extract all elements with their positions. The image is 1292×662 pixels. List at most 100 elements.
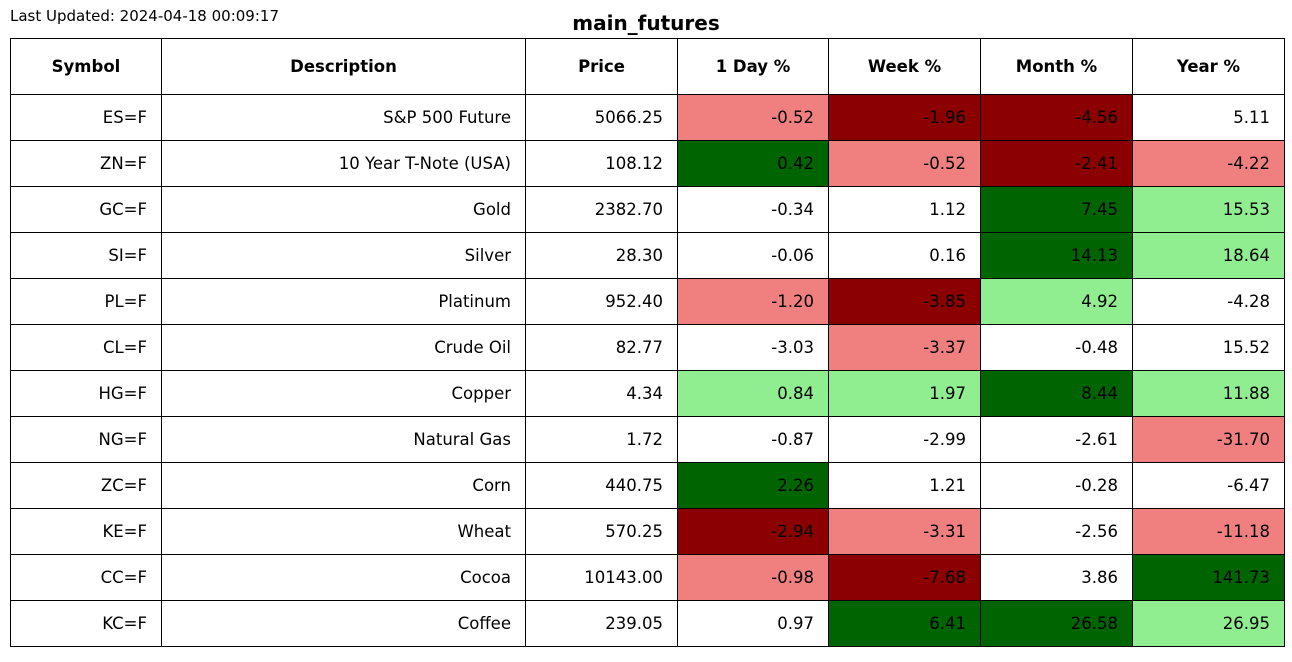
symbol-cell: CC=F: [10, 554, 162, 601]
table-body: ES=F S&P 500 Future 5066.25 -0.52 -1.96 -4.56…: [10, 94, 1285, 647]
year-pct-cell: 11.88: [1132, 370, 1285, 417]
year-pct-cell: 15.52: [1132, 324, 1285, 371]
symbol-cell: SI=F: [10, 232, 162, 279]
price-cell: 82.77: [525, 324, 678, 371]
year-pct-cell: 18.64: [1132, 232, 1285, 279]
price-cell: 10143.00: [525, 554, 678, 601]
column-header-symbol: Symbol: [10, 38, 162, 95]
description-cell: Cocoa: [161, 554, 526, 601]
1-day-pct-cell: 2.26: [677, 462, 829, 509]
year-pct-cell: -4.28: [1132, 278, 1285, 325]
month-pct-cell: 3.86: [980, 554, 1133, 601]
column-header-1-day-pct: 1 Day %: [677, 38, 829, 95]
column-header-month-pct: Month %: [980, 38, 1133, 95]
description-cell: Crude Oil: [161, 324, 526, 371]
1-day-pct-cell: -0.87: [677, 416, 829, 463]
price-cell: 5066.25: [525, 94, 678, 141]
year-pct-cell: -11.18: [1132, 508, 1285, 555]
description-cell: Natural Gas: [161, 416, 526, 463]
description-cell: Corn: [161, 462, 526, 509]
table-row: GC=F Gold 2382.70 -0.34 1.12 7.45 15.53: [10, 186, 1285, 233]
description-cell: 10 Year T-Note (USA): [161, 140, 526, 187]
table-row: ES=F S&P 500 Future 5066.25 -0.52 -1.96 -4.56…: [10, 94, 1285, 141]
year-pct-cell: 15.53: [1132, 186, 1285, 233]
description-cell: Copper: [161, 370, 526, 417]
1-day-pct-cell: -3.03: [677, 324, 829, 371]
1-day-pct-cell: -0.34: [677, 186, 829, 233]
symbol-cell: ZN=F: [10, 140, 162, 187]
table-row: KE=F Wheat 570.25 -2.94 -3.31 -2.56 -11.18: [10, 508, 1285, 555]
symbol-cell: GC=F: [10, 186, 162, 233]
week-pct-cell: -3.37: [828, 324, 981, 371]
last-updated-label: Last Updated: 2024-04-18 00:09:17: [10, 7, 279, 25]
symbol-cell: ES=F: [10, 94, 162, 141]
description-cell: Coffee: [161, 600, 526, 647]
price-cell: 239.05: [525, 600, 678, 647]
week-pct-cell: -3.85: [828, 278, 981, 325]
description-cell: Silver: [161, 232, 526, 279]
month-pct-cell: -2.56: [980, 508, 1133, 555]
1-day-pct-cell: -0.06: [677, 232, 829, 279]
year-pct-cell: 26.95: [1132, 600, 1285, 647]
table-row: NG=F Natural Gas 1.72 -0.87 -2.99 -2.61 -31.70: [10, 416, 1285, 463]
price-cell: 570.25: [525, 508, 678, 555]
week-pct-cell: -2.99: [828, 416, 981, 463]
1-day-pct-cell: 0.97: [677, 600, 829, 647]
month-pct-cell: -0.48: [980, 324, 1133, 371]
description-cell: Platinum: [161, 278, 526, 325]
week-pct-cell: 1.97: [828, 370, 981, 417]
price-cell: 952.40: [525, 278, 678, 325]
week-pct-cell: -0.52: [828, 140, 981, 187]
price-cell: 440.75: [525, 462, 678, 509]
1-day-pct-cell: 0.42: [677, 140, 829, 187]
week-pct-cell: -1.96: [828, 94, 981, 141]
description-cell: S&P 500 Future: [161, 94, 526, 141]
week-pct-cell: 6.41: [828, 600, 981, 647]
week-pct-cell: -3.31: [828, 508, 981, 555]
page-title: main_futures: [572, 11, 720, 35]
symbol-cell: KC=F: [10, 600, 162, 647]
week-pct-cell: 0.16: [828, 232, 981, 279]
1-day-pct-cell: -0.98: [677, 554, 829, 601]
week-pct-cell: 1.12: [828, 186, 981, 233]
year-pct-cell: -4.22: [1132, 140, 1285, 187]
column-header-week-pct: Week %: [828, 38, 981, 95]
year-pct-cell: -6.47: [1132, 462, 1285, 509]
table-row: CL=F Crude Oil 82.77 -3.03 -3.37 -0.48 15.52: [10, 324, 1285, 371]
1-day-pct-cell: 0.84: [677, 370, 829, 417]
1-day-pct-cell: -1.20: [677, 278, 829, 325]
column-header-year-pct: Year %: [1132, 38, 1285, 95]
table-row: KC=F Coffee 239.05 0.97 6.41 26.58 26.95: [10, 600, 1285, 647]
description-cell: Wheat: [161, 508, 526, 555]
month-pct-cell: 7.45: [980, 186, 1133, 233]
symbol-cell: PL=F: [10, 278, 162, 325]
column-header-price: Price: [525, 38, 678, 95]
table-row: HG=F Copper 4.34 0.84 1.97 8.44 11.88: [10, 370, 1285, 417]
symbol-cell: CL=F: [10, 324, 162, 371]
symbol-cell: HG=F: [10, 370, 162, 417]
month-pct-cell: -4.56: [980, 94, 1133, 141]
week-pct-cell: 1.21: [828, 462, 981, 509]
price-cell: 108.12: [525, 140, 678, 187]
table-row: PL=F Platinum 952.40 -1.20 -3.85 4.92 -4.28: [10, 278, 1285, 325]
table-header-row: Symbol Description Price 1 Day % Week % …: [10, 38, 1285, 95]
month-pct-cell: -2.61: [980, 416, 1133, 463]
month-pct-cell: 4.92: [980, 278, 1133, 325]
month-pct-cell: -0.28: [980, 462, 1133, 509]
month-pct-cell: -2.41: [980, 140, 1133, 187]
1-day-pct-cell: -0.52: [677, 94, 829, 141]
symbol-cell: KE=F: [10, 508, 162, 555]
symbol-cell: ZC=F: [10, 462, 162, 509]
month-pct-cell: 8.44: [980, 370, 1133, 417]
1-day-pct-cell: -2.94: [677, 508, 829, 555]
column-header-description: Description: [161, 38, 526, 95]
description-cell: Gold: [161, 186, 526, 233]
table-row: SI=F Silver 28.30 -0.06 0.16 14.13 18.64: [10, 232, 1285, 279]
month-pct-cell: 14.13: [980, 232, 1133, 279]
table-row: ZC=F Corn 440.75 2.26 1.21 -0.28 -6.47: [10, 462, 1285, 509]
price-cell: 28.30: [525, 232, 678, 279]
week-pct-cell: -7.68: [828, 554, 981, 601]
year-pct-cell: 141.73: [1132, 554, 1285, 601]
symbol-cell: NG=F: [10, 416, 162, 463]
year-pct-cell: -31.70: [1132, 416, 1285, 463]
